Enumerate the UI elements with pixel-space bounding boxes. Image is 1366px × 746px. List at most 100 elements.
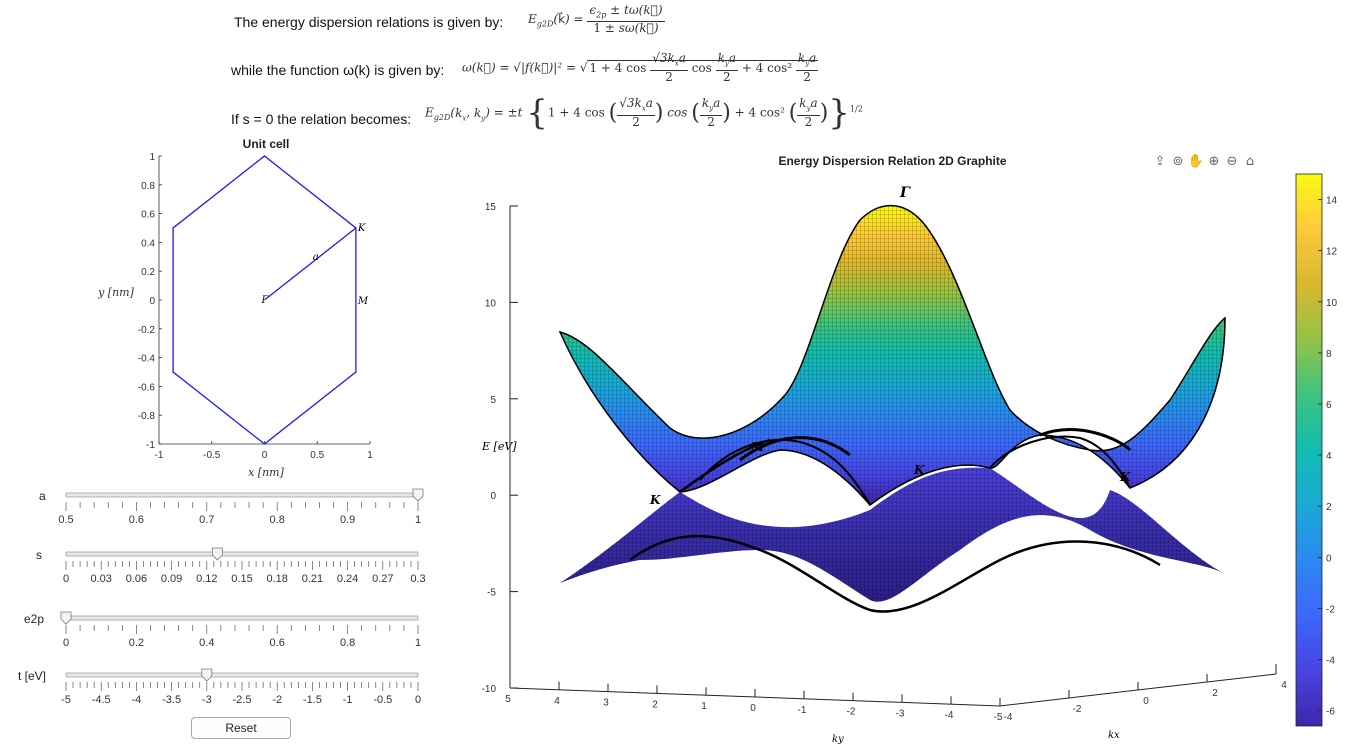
slider-a-tick-label: 1 bbox=[415, 514, 421, 526]
plot3d-ky-tick-label: -5 bbox=[994, 712, 1003, 723]
plot3d-title: Energy Dispersion Relation 2D Graphite bbox=[778, 154, 1007, 168]
slider-t-tick-label: -3.5 bbox=[162, 694, 181, 706]
slider-s-tick-label: 0.3 bbox=[410, 573, 425, 585]
unit-cell-hexagon bbox=[172, 155, 357, 445]
slider-a-track bbox=[65, 492, 419, 498]
slider-t-tick-label: -5 bbox=[61, 694, 71, 706]
equation-label-2: while the function ω(k) is given by: bbox=[231, 62, 445, 78]
equation-label-1: The energy dispersion relations is given… bbox=[234, 14, 504, 30]
slider-t-tick-label: -1 bbox=[343, 694, 353, 706]
slider-t-tick-label: -2.5 bbox=[233, 694, 252, 706]
slider-e2p-tick-label: 0.8 bbox=[340, 637, 355, 649]
slider-e2p-tick-label: 0 bbox=[63, 637, 69, 649]
plot3d-ky-tick-label: -3 bbox=[896, 708, 905, 719]
colorbar-tick-label: 0 bbox=[1326, 553, 1332, 564]
point-label-gamma: Γ bbox=[261, 295, 270, 306]
axes-toolbar: ⇪ ⊚ ✋ ⊕ ⊖ ⌂ bbox=[1152, 152, 1258, 170]
unit-cell-axes: 1 0.8 0.6 0.4 0.2 0 -0.2 -0.4 -0.6 -0.8 -1-1 -0.5 0 0… bbox=[138, 152, 373, 461]
slider-e2p-tick-label: 0.2 bbox=[129, 637, 144, 649]
slider-t-tick-label: -4 bbox=[132, 694, 142, 706]
conduction-band-edge-left bbox=[679, 438, 771, 494]
pan-icon[interactable]: ✋ bbox=[1187, 153, 1205, 169]
unit-cell-y-tick-label: -0.8 bbox=[138, 411, 156, 422]
colorbar-tick-label: 14 bbox=[1326, 196, 1338, 207]
equation-label-3: If s = 0 the relation becomes: bbox=[231, 111, 412, 127]
slider-a[interactable]: 0.5 0.6 0.7 0.8 0.9 1 bbox=[50, 486, 440, 530]
colorbar-gradient bbox=[1295, 173, 1323, 727]
slider-a-tick-label: 0.6 bbox=[129, 514, 144, 526]
unit-cell-xlabel: x [nm] bbox=[248, 466, 285, 479]
equation-energy-dispersion: Eg2D(k⃗) = ϵ2p ± tω(k⃗) 1 ± sω(k⃗) bbox=[528, 3, 665, 36]
slider-t-tick-label: -3 bbox=[202, 694, 212, 706]
point-label-a: a bbox=[313, 252, 319, 263]
colorbar-tick-label: 4 bbox=[1326, 451, 1332, 462]
slider-e2p[interactable]: 0 0.2 0.4 0.6 0.8 1 bbox=[50, 609, 440, 653]
slider-a-tick-label: 0.9 bbox=[340, 514, 355, 526]
slider-t-tick-label: -2 bbox=[272, 694, 282, 706]
unit-cell-x-tick-label: 1 bbox=[367, 450, 373, 461]
zoom-in-icon[interactable]: ⊕ bbox=[1208, 153, 1220, 169]
slider-e2p-label: e2p bbox=[24, 612, 45, 626]
point-label-M: M bbox=[357, 296, 369, 307]
rotate-icon[interactable]: ⊚ bbox=[1172, 153, 1184, 169]
plot3d-ky-tick-label: -2 bbox=[847, 707, 856, 718]
home-icon[interactable]: ⌂ bbox=[1245, 153, 1255, 169]
plot3d-ky-tick-label: 1 bbox=[701, 701, 707, 712]
plot3d-kx-tick-label: 2 bbox=[1212, 688, 1218, 699]
plot3d-kx-tick-label: -4 bbox=[1004, 712, 1013, 723]
plot3d-kx-tick-label: 4 bbox=[1281, 680, 1287, 691]
plot3d-z-tick-label: 0 bbox=[490, 491, 496, 502]
slider-s[interactable]: 0 0.03 0.06 0.09 0.12 0.15 0.18 0.21 0.24 0.27 0.3 bbox=[50, 545, 440, 589]
slider-t-tick-label: -4.5 bbox=[92, 694, 111, 706]
slider-a-thumb bbox=[412, 488, 424, 502]
surface-label-K-center: K bbox=[913, 463, 925, 477]
slider-s-thumb bbox=[211, 547, 223, 561]
unit-cell-y-tick-label: 0.4 bbox=[141, 238, 155, 249]
colorbar: 14 12 10 8 6 4 2 0 -2 -4 -6 bbox=[1295, 173, 1338, 727]
slider-t[interactable]: -5 -4.5 -4 -3.5 -3 -2.5 -2 -1.5 -1 -0.5 0 bbox=[50, 666, 440, 710]
slider-t-tick-label: -1.5 bbox=[303, 694, 322, 706]
plot3d-ky-tick-label: 0 bbox=[750, 703, 756, 714]
unit-cell-x-tick-label: -0.5 bbox=[203, 450, 221, 461]
slider-s-tick-label: 0.09 bbox=[161, 573, 182, 585]
colorbar-tick-label: 12 bbox=[1326, 247, 1338, 258]
slider-e2p-tick-label: 0.4 bbox=[199, 637, 214, 649]
plot3d-ylabel: ky bbox=[832, 734, 844, 745]
slider-a-tick-label: 0.7 bbox=[199, 514, 214, 526]
slider-a-label: a bbox=[39, 489, 46, 503]
slider-s-track bbox=[65, 551, 419, 557]
valence-band-mesh bbox=[560, 467, 1225, 602]
contour-M-right bbox=[1039, 428, 1132, 452]
conduction-band-edge-center-left bbox=[699, 438, 871, 506]
surface-label-K-left: K bbox=[649, 493, 661, 507]
slider-s-tick-label: 0 bbox=[63, 573, 69, 585]
colorbar-tick-label: 6 bbox=[1326, 400, 1332, 411]
reset-button[interactable]: Reset bbox=[191, 717, 291, 739]
plot3d-kx-tick-label: 0 bbox=[1143, 696, 1149, 707]
unit-cell-y-tick-label: 0.6 bbox=[141, 210, 155, 221]
unit-cell-ylabel: y [nm] bbox=[97, 286, 135, 299]
slider-a-tick-label: 0.8 bbox=[270, 514, 285, 526]
unit-cell-y-tick-label: -0.2 bbox=[138, 325, 156, 336]
slider-s-tick-label: 0.12 bbox=[196, 573, 217, 585]
zoom-out-icon[interactable]: ⊖ bbox=[1226, 153, 1238, 169]
slider-e2p-track bbox=[65, 615, 419, 621]
slider-t-tick-label: -0.5 bbox=[373, 694, 392, 706]
equation-s-zero: Eg2D(kx, ky) = ±t {1 + 4 cos (√3kxa 2) co… bbox=[425, 93, 863, 133]
slider-e2p-thumb bbox=[60, 611, 72, 625]
plot3d-z-tick-label: -5 bbox=[487, 588, 496, 599]
equation-omega: ω(k⃗) = √|f(k⃗)|² = √ 1 + 4 cos √3kxa 2 co… bbox=[462, 51, 819, 85]
contour-M-left bbox=[739, 436, 851, 462]
export-icon[interactable]: ⇪ bbox=[1154, 153, 1166, 169]
slider-t-label: t [eV] bbox=[18, 669, 47, 683]
plot3d-z-tick-label: 15 bbox=[485, 202, 497, 213]
plot3d-ky-tick-label: -1 bbox=[798, 705, 807, 716]
unit-cell-y-tick-label: -0.6 bbox=[138, 382, 156, 393]
point-label-K: K bbox=[357, 223, 366, 234]
slider-s-tick-label: 0.06 bbox=[126, 573, 147, 585]
slider-s-tick-label: 0.21 bbox=[302, 573, 323, 585]
slider-s-tick-label: 0.27 bbox=[372, 573, 393, 585]
slider-t-thumb bbox=[201, 668, 213, 682]
unit-cell-y-tick-label: 0.2 bbox=[141, 267, 155, 278]
